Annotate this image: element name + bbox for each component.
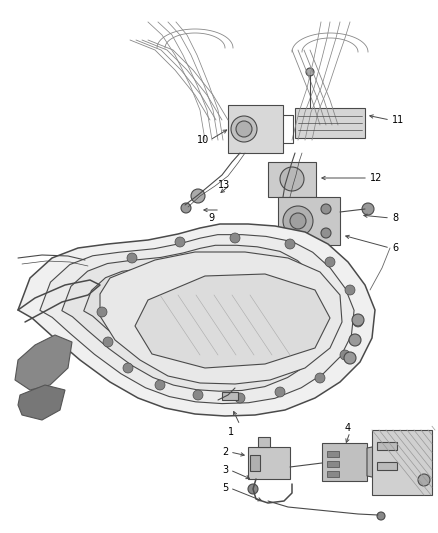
- Polygon shape: [367, 445, 382, 479]
- Text: 2: 2: [222, 447, 228, 457]
- Polygon shape: [135, 274, 330, 368]
- Circle shape: [127, 253, 137, 263]
- Text: 10: 10: [197, 135, 209, 145]
- Text: 4: 4: [345, 423, 351, 433]
- Circle shape: [231, 116, 257, 142]
- Polygon shape: [322, 443, 367, 481]
- Polygon shape: [295, 108, 365, 138]
- Circle shape: [97, 307, 107, 317]
- Polygon shape: [40, 235, 354, 403]
- Text: 12: 12: [370, 173, 382, 183]
- Polygon shape: [62, 245, 333, 391]
- Circle shape: [275, 387, 285, 397]
- Circle shape: [235, 393, 245, 403]
- Circle shape: [418, 474, 430, 486]
- Bar: [222, 392, 238, 400]
- Polygon shape: [250, 455, 260, 471]
- Circle shape: [280, 167, 304, 191]
- Circle shape: [306, 68, 314, 76]
- Circle shape: [349, 334, 361, 346]
- Text: 1: 1: [228, 427, 234, 437]
- Polygon shape: [100, 252, 342, 384]
- Polygon shape: [268, 162, 316, 197]
- Polygon shape: [248, 447, 290, 479]
- Text: 5: 5: [222, 483, 228, 493]
- Text: 13: 13: [218, 180, 230, 190]
- Bar: [377, 462, 397, 470]
- Circle shape: [103, 337, 113, 347]
- Circle shape: [321, 204, 331, 214]
- Polygon shape: [18, 385, 65, 420]
- Bar: [377, 442, 397, 450]
- Circle shape: [345, 285, 355, 295]
- Circle shape: [344, 352, 356, 364]
- Circle shape: [236, 121, 252, 137]
- Circle shape: [321, 228, 331, 238]
- Text: 9: 9: [208, 213, 214, 223]
- Circle shape: [175, 237, 185, 247]
- Circle shape: [248, 484, 258, 494]
- Circle shape: [230, 233, 240, 243]
- Bar: [327, 471, 339, 477]
- Circle shape: [155, 380, 165, 390]
- Text: 8: 8: [392, 213, 398, 223]
- Text: 6: 6: [392, 243, 398, 253]
- Polygon shape: [228, 105, 283, 153]
- Polygon shape: [258, 437, 270, 447]
- Circle shape: [340, 350, 350, 360]
- Circle shape: [315, 373, 325, 383]
- Polygon shape: [84, 256, 312, 379]
- Bar: [327, 451, 339, 457]
- Circle shape: [325, 257, 335, 267]
- Circle shape: [290, 213, 306, 229]
- Circle shape: [181, 203, 191, 213]
- Text: 11: 11: [392, 115, 404, 125]
- Polygon shape: [15, 335, 72, 390]
- Circle shape: [353, 317, 363, 327]
- Text: 3: 3: [222, 465, 228, 475]
- Bar: [327, 461, 339, 467]
- Circle shape: [352, 314, 364, 326]
- Circle shape: [285, 239, 295, 249]
- Circle shape: [123, 363, 133, 373]
- Polygon shape: [278, 197, 340, 245]
- Polygon shape: [18, 224, 375, 416]
- Circle shape: [362, 203, 374, 215]
- Polygon shape: [372, 430, 432, 495]
- Circle shape: [283, 206, 313, 236]
- Circle shape: [377, 512, 385, 520]
- Circle shape: [193, 390, 203, 400]
- Circle shape: [191, 189, 205, 203]
